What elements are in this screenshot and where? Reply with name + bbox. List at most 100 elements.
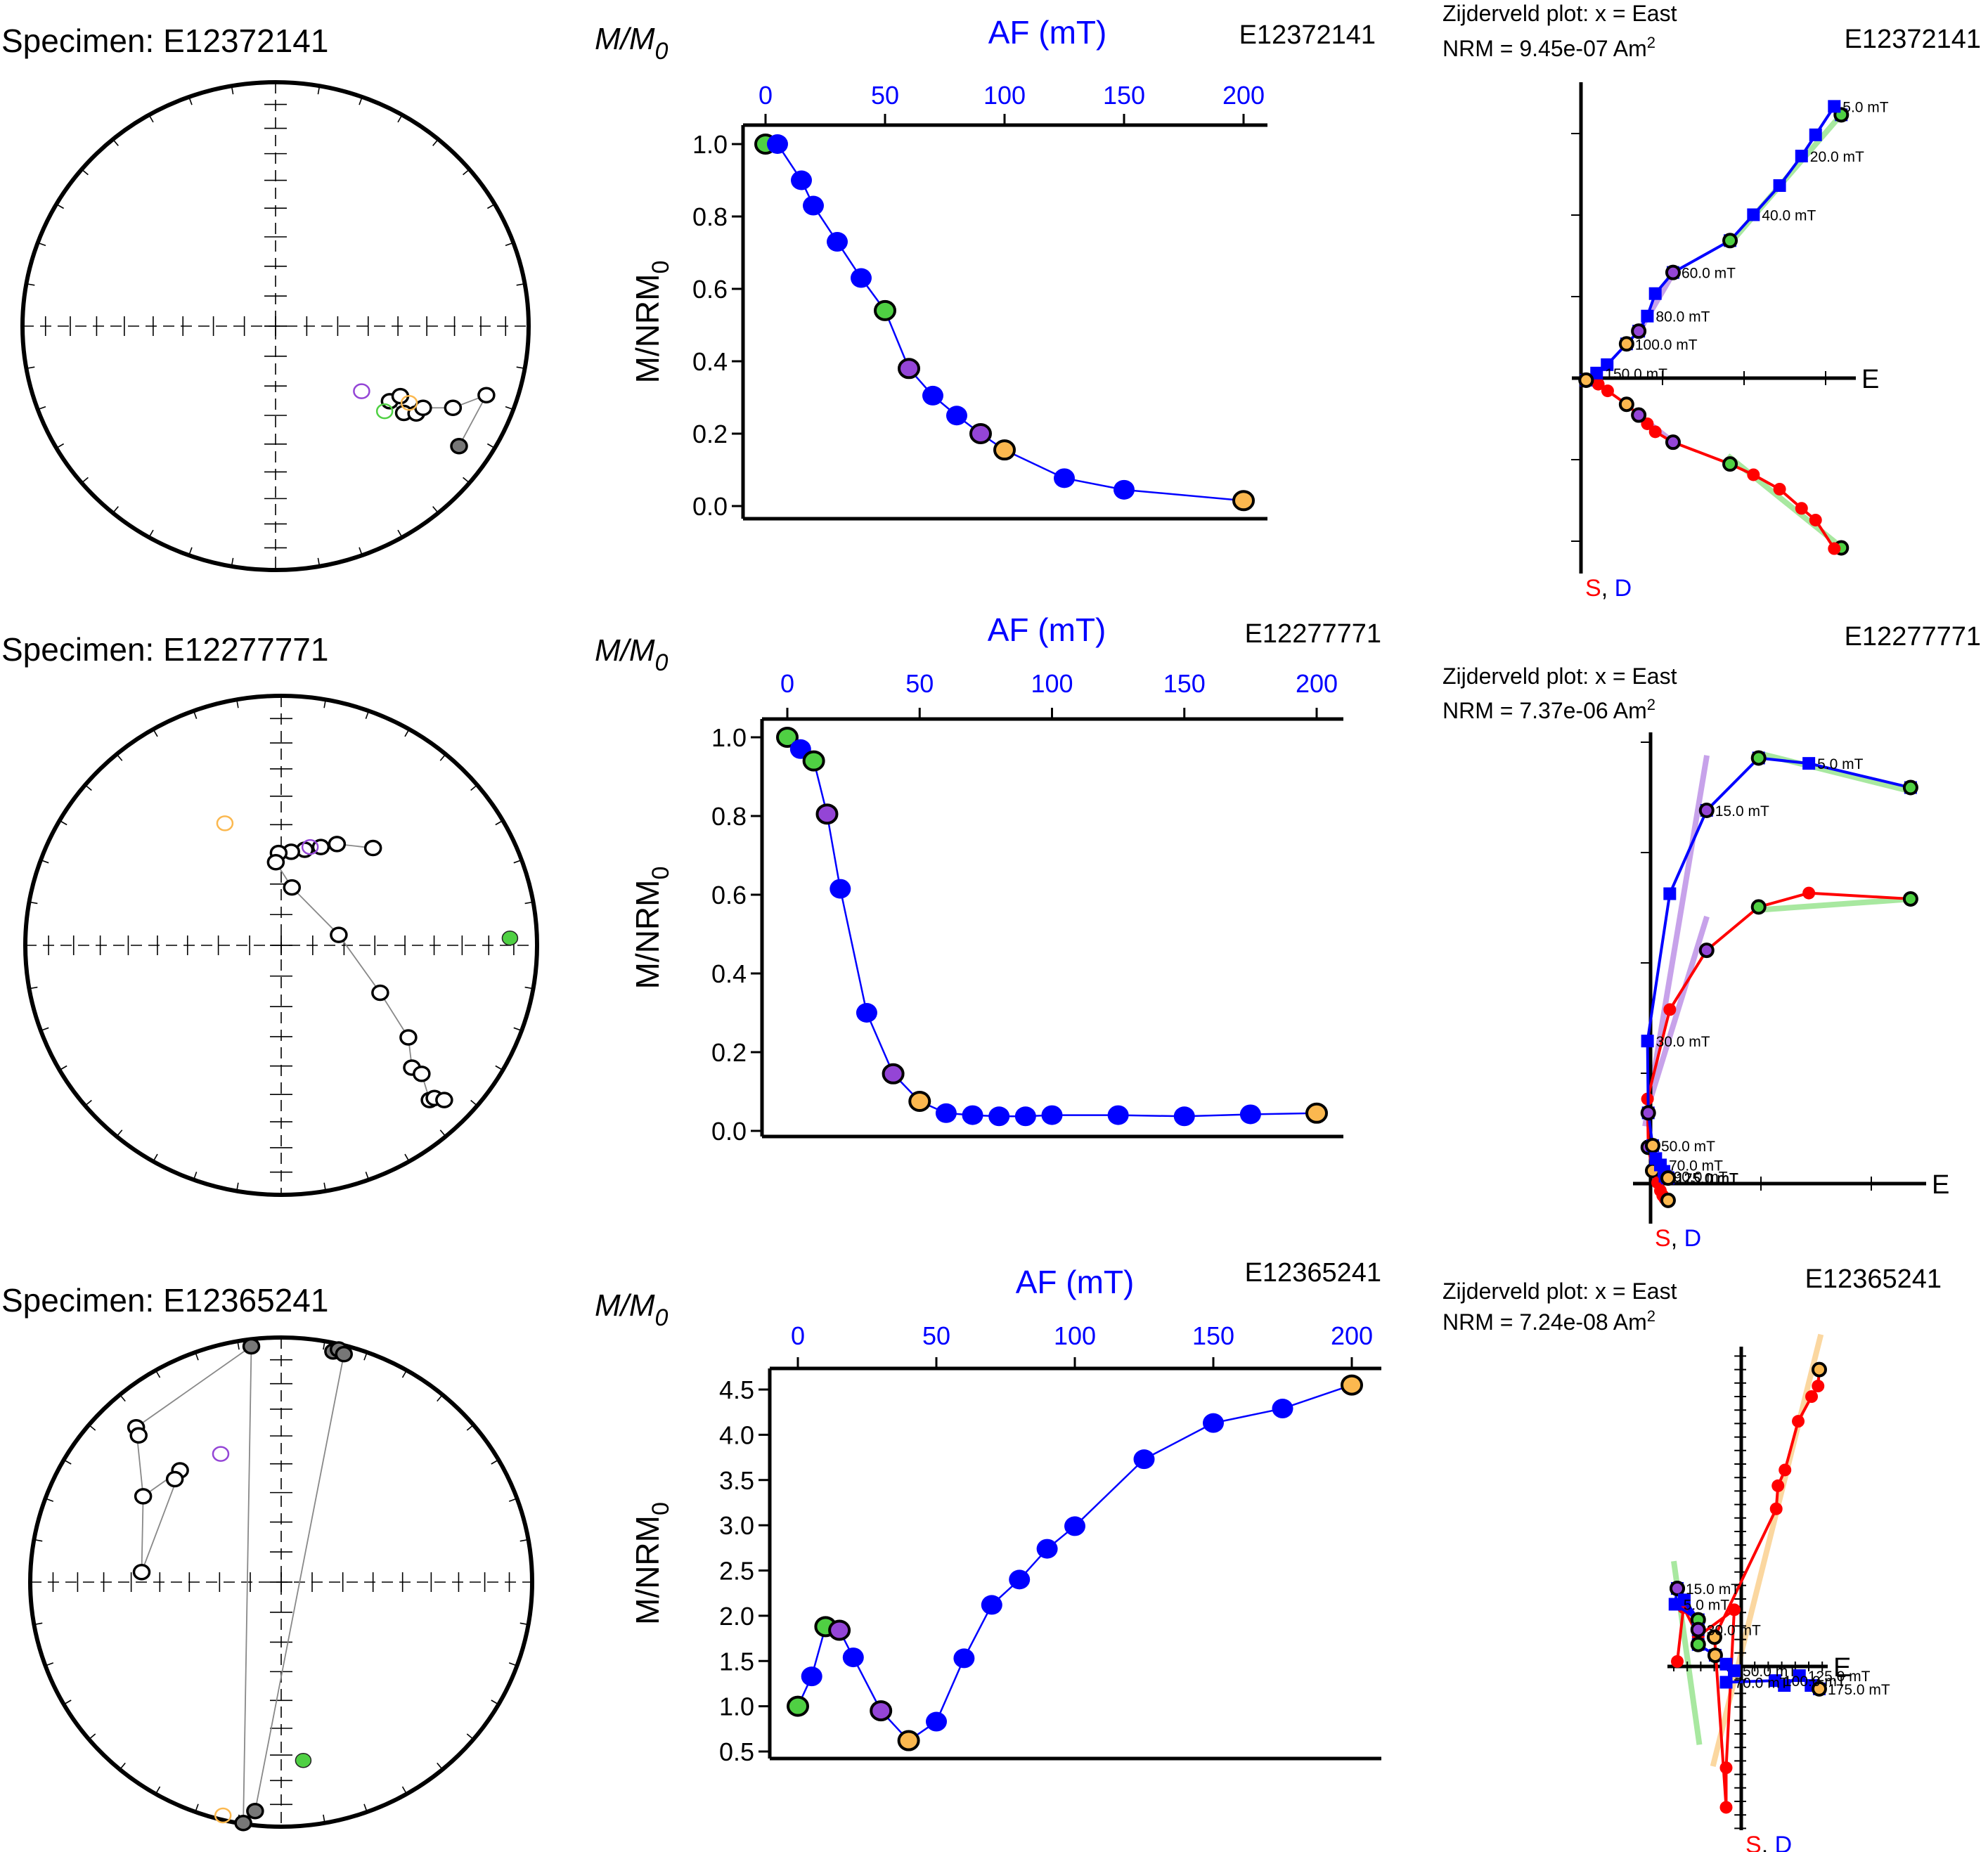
azimuth-tick [89, 1424, 96, 1431]
y-tick-label: 3.0 [719, 1511, 754, 1540]
data-point [1203, 1413, 1224, 1433]
direction-filled-point [234, 1815, 252, 1832]
svg-text:NRM = 9.45e-07 Am2: NRM = 9.45e-07 Am2 [1442, 34, 1655, 61]
data-point [981, 1595, 1002, 1615]
fit-mean-orange-point [400, 395, 418, 411]
data-point [922, 385, 943, 406]
data-point-purple [815, 803, 839, 825]
data-point [830, 879, 851, 899]
azimuth-tick [359, 547, 363, 556]
azimuth-tick [29, 986, 38, 990]
axis-label-south-down: S, D [1745, 1832, 1792, 1852]
horizontal-point-orange [1644, 1137, 1660, 1153]
azimuth-tick [155, 1370, 161, 1378]
horizontal-point-orange [1660, 1170, 1676, 1186]
vertical-point [1719, 1801, 1733, 1814]
vertical-point [1792, 1415, 1805, 1428]
data-point [1064, 1516, 1085, 1536]
azimuth-tick [404, 1153, 410, 1162]
data-point-orange [1305, 1102, 1328, 1124]
azimuth-tick [59, 820, 67, 826]
horizontal-point [1793, 1669, 1806, 1683]
data-point-orange [908, 1091, 931, 1112]
demag-header-2: M/M0 AF (mT) E12277771 [595, 611, 1381, 676]
step-label: 100.0 mT [1783, 1673, 1846, 1690]
stereonet-1 [20, 80, 531, 572]
azimuth-tick [363, 1804, 368, 1813]
vertical-point [1812, 1380, 1825, 1393]
azimuth-tick [439, 753, 446, 761]
demag-specimen-id: E12372141 [1239, 20, 1376, 50]
step-label: 125.0 mT [1676, 1171, 1738, 1187]
azimuth-tick [505, 406, 514, 410]
fit-mean-orange-point [214, 1807, 232, 1824]
azimuth-tick [148, 115, 154, 123]
horizontal-point [1728, 1664, 1741, 1678]
azimuth-tick [119, 1394, 126, 1402]
step-label: 15.0 mT [1686, 1581, 1740, 1598]
data-point-orange [1341, 1374, 1363, 1396]
vertical-point-orange [1811, 1361, 1827, 1378]
svg-text:NRM = 7.24e-08 Am2: NRM = 7.24e-08 Am2 [1442, 1307, 1655, 1335]
horizontal-point [1809, 128, 1822, 141]
azimuth-tick [495, 1065, 503, 1071]
vertical-point [1795, 502, 1808, 515]
azimuth-tick [365, 711, 370, 719]
horizontal-point-green [1750, 750, 1767, 766]
x-tick-label: 0 [759, 81, 773, 110]
data-point [1272, 1399, 1293, 1419]
azimuth-tick [466, 1424, 474, 1431]
y-tick-label: 0.4 [711, 959, 747, 988]
step-label: 30.0 mT [1707, 1623, 1761, 1639]
y-tick-label: 0.6 [711, 881, 747, 909]
azimuth-tick [29, 901, 38, 905]
horizontal-point-green [1902, 779, 1918, 796]
stereonet-3 [28, 1335, 534, 1832]
direction-open-point [132, 1563, 151, 1581]
azimuth-tick [40, 859, 49, 864]
data-point [1009, 1569, 1031, 1590]
azimuth-tick [401, 1370, 408, 1378]
vertical-point-purple [1665, 434, 1681, 451]
direction-open-point [129, 1427, 148, 1444]
azimuth-tick [26, 366, 35, 370]
azimuth-tick [56, 443, 65, 449]
azimuth-tick [195, 1804, 199, 1813]
step-label: 5.0 mT [1817, 756, 1864, 772]
data-point [803, 195, 824, 216]
x-axis-title: AF (mT) [1016, 1264, 1135, 1300]
direction-open-point [330, 926, 348, 943]
vertical-point-orange [1706, 1629, 1722, 1645]
direction-filled-point [242, 1338, 261, 1355]
vertical-point [1828, 542, 1841, 555]
azimuth-tick [513, 859, 522, 864]
data-point [1239, 1104, 1261, 1125]
data-line [787, 737, 1317, 1118]
y-axis-title-sub: 0 [647, 867, 674, 880]
zijderveld-header-3: Zijderveld plot: x = East E12365241 NRM … [1442, 1264, 1942, 1335]
data-point-orange [993, 439, 1016, 461]
horizontal-point [1648, 287, 1662, 300]
zijderveld-title: Zijderveld plot: x = East [1442, 1, 1677, 26]
zijderveld-title: Zijderveld plot: x = East [1442, 663, 1677, 689]
azimuth-tick [519, 1622, 529, 1626]
azimuth-tick [495, 820, 503, 826]
azimuth-tick [63, 1459, 72, 1465]
data-point [1014, 1106, 1036, 1127]
specimen-label-1: Specimen: E12372141 [1, 22, 328, 59]
data-point [953, 1648, 975, 1669]
azimuth-tick [34, 1622, 43, 1626]
azimuth-tick [188, 547, 193, 556]
direction-open-point [371, 984, 389, 1002]
y-tick-label: 3.5 [719, 1466, 754, 1495]
vertical-point [1769, 1502, 1783, 1515]
direction-open-point [165, 1470, 184, 1488]
data-point [1173, 1106, 1195, 1127]
stereonet-path [275, 843, 444, 1101]
data-point [827, 232, 848, 252]
x-tick-label: 100 [1031, 669, 1073, 698]
zijderveld-plot-1: E S, D 5.0 mT 20.0 mT 40.0 mT 60.0 mT 80.0 mT 1… [1571, 82, 1889, 602]
nrm-unit-sup: 2 [1647, 1307, 1655, 1325]
azimuth-tick [59, 1065, 67, 1071]
vertical-point-purple [1698, 943, 1715, 959]
